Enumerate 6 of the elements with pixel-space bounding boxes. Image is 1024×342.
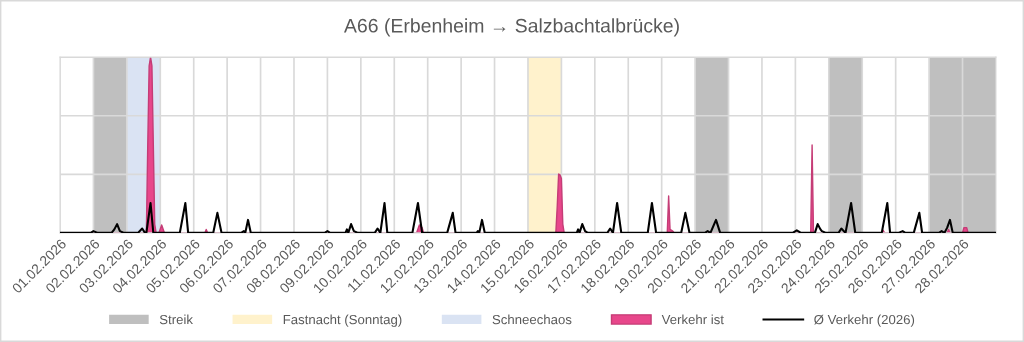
legend-label: Verkehr ist bbox=[661, 314, 724, 325]
legend-label: Streik bbox=[159, 314, 193, 325]
chart-title: A66 (Erbenheim → Salzbachtalbrücke) bbox=[343, 18, 679, 37]
legend-label: Fastnacht (Sonntag) bbox=[283, 314, 402, 327]
legend-label: Ø Verkehr (2026) bbox=[814, 314, 915, 327]
legend-label: Schneechaos bbox=[492, 314, 572, 325]
